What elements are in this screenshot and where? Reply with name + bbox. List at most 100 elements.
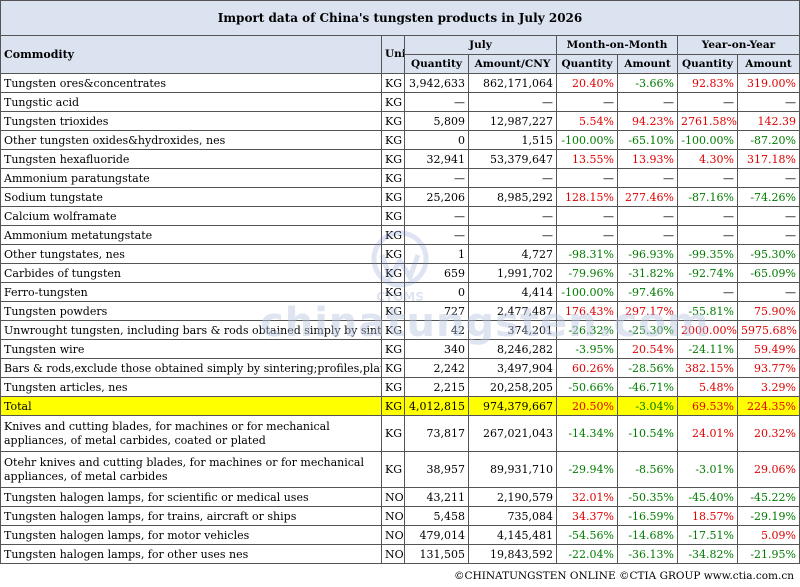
cell-commodity: Sodium tungstate (0, 187, 382, 207)
cell-yoy-quantity: -34.82% (677, 544, 738, 564)
table-row: Tungsten halogen lamps, for scientific o… (0, 487, 800, 507)
table-row: Carbides of tungsten KG 659 1,991,702 -79.96… (0, 263, 800, 283)
header-year-on-year: Year-on-Year (677, 35, 800, 55)
cell-mom-amount: -3.04% (617, 396, 678, 416)
cell-july-quantity: 4,012,815 (404, 396, 469, 416)
cell-commodity: Carbides of tungsten (0, 263, 382, 283)
cell-july-amount: 89,931,710 (468, 451, 557, 488)
table-row: Ammonium metatungstate KG — — — — — — (0, 225, 800, 245)
table-row: Tungsten powders KG 727 2,477,487 176.43% 297… (0, 301, 800, 321)
table-row: Tungsten ores&concentrates KG 3,942,633 862… (0, 73, 800, 93)
cell-july-amount: 12,987,227 (468, 111, 557, 131)
cell-yoy-quantity: — (677, 206, 738, 226)
cell-mom-quantity: -100.00% (556, 130, 618, 150)
subheader-yoy-amount: Amount (737, 54, 800, 74)
cell-july-amount: 8,985,292 (468, 187, 557, 207)
cell-july-amount: 374,201 (468, 320, 557, 340)
cell-mom-quantity: — (556, 168, 618, 188)
cell-mom-quantity: 20.40% (556, 73, 618, 93)
cell-commodity: Ammonium paratungstate (0, 168, 382, 188)
cell-unit: KG (381, 206, 405, 226)
cell-mom-amount: -31.82% (617, 263, 678, 283)
cell-yoy-quantity: 92.83% (677, 73, 738, 93)
cell-yoy-quantity: — (677, 225, 738, 245)
cell-commodity: Unwrought tungsten, including bars & rod… (0, 320, 382, 340)
cell-mom-amount: -25.30% (617, 320, 678, 340)
cell-yoy-quantity: -24.11% (677, 339, 738, 359)
cell-mom-quantity: — (556, 206, 618, 226)
cell-yoy-quantity: — (677, 92, 738, 112)
cell-yoy-amount: 5.09% (737, 525, 800, 545)
cell-mom-quantity: 34.37% (556, 506, 618, 526)
cell-yoy-amount: 29.06% (737, 451, 800, 488)
cell-unit: KG (381, 92, 405, 112)
cell-unit: KG (381, 282, 405, 302)
cell-july-quantity: 42 (404, 320, 469, 340)
cell-yoy-amount: -21.95% (737, 544, 800, 564)
cell-yoy-amount: — (737, 206, 800, 226)
total-row: Total KG 4,012,815 974,379,667 20.50% -3.04% 6… (0, 396, 800, 416)
cell-commodity: Other tungstates, nes (0, 244, 382, 264)
cell-unit: KG (381, 263, 405, 283)
cell-commodity: Tungsten trioxides (0, 111, 382, 131)
cell-commodity: Other tungsten oxides&hydroxides, nes (0, 130, 382, 150)
cell-mom-amount: -36.13% (617, 544, 678, 564)
cell-july-quantity: 5,458 (404, 506, 469, 526)
cell-july-quantity: — (404, 225, 469, 245)
cell-unit: KG (381, 396, 405, 416)
cell-mom-quantity: -79.96% (556, 263, 618, 283)
cell-yoy-amount: -29.19% (737, 506, 800, 526)
table-row: Sodium tungstate KG 25,206 8,985,292 128.15%… (0, 187, 800, 207)
cell-july-quantity: 73,817 (404, 415, 469, 452)
cell-unit: KG (381, 130, 405, 150)
cell-mom-quantity: -54.56% (556, 525, 618, 545)
tungsten-import-table: Import data of China's tungsten products… (0, 0, 800, 564)
cell-july-quantity: 5,809 (404, 111, 469, 131)
table-row: Bars & rods,exclude those obtained simpl… (0, 358, 800, 378)
cell-july-amount: 53,379,647 (468, 149, 557, 169)
subheader-yoy-quantity: Quantity (677, 54, 738, 74)
table-row: Unwrought tungsten, including bars & rod… (0, 320, 800, 340)
cell-july-amount: — (468, 92, 557, 112)
cell-unit: NOS (381, 544, 405, 564)
cell-yoy-quantity: 2000.00% (677, 320, 738, 340)
cell-yoy-quantity: -87.16% (677, 187, 738, 207)
cell-yoy-quantity: 2761.58% (677, 111, 738, 131)
cell-july-amount: — (468, 225, 557, 245)
cell-july-amount: 19,843,592 (468, 544, 557, 564)
cell-commodity: Ammonium metatungstate (0, 225, 382, 245)
cell-unit: KG (381, 73, 405, 93)
cell-july-amount: 267,021,043 (468, 415, 557, 452)
cell-unit: NOS (381, 487, 405, 507)
cell-commodity: Tungsten ores&concentrates (0, 73, 382, 93)
cell-july-amount: 974,379,667 (468, 396, 557, 416)
cell-unit: KG (381, 149, 405, 169)
header-july: July (404, 35, 557, 55)
cell-mom-quantity: — (556, 92, 618, 112)
table-body: Tungsten ores&concentrates KG 3,942,633 862… (0, 73, 800, 564)
cell-yoy-quantity: -99.35% (677, 244, 738, 264)
cell-july-amount: 735,084 (468, 506, 557, 526)
cell-yoy-quantity: -100.00% (677, 130, 738, 150)
cell-yoy-amount: -65.09% (737, 263, 800, 283)
cell-unit: KG (381, 320, 405, 340)
cell-july-amount: 8,246,282 (468, 339, 557, 359)
cell-mom-amount: -14.68% (617, 525, 678, 545)
cell-mom-amount: 94.23% (617, 111, 678, 131)
cell-july-quantity: 727 (404, 301, 469, 321)
table-row: Other tungstates, nes KG 1 4,727 -98.31% -96.… (0, 244, 800, 264)
cell-yoy-amount: 93.77% (737, 358, 800, 378)
cell-unit: KG (381, 168, 405, 188)
cell-yoy-amount: -45.22% (737, 487, 800, 507)
cell-mom-quantity: 20.50% (556, 396, 618, 416)
cell-yoy-amount: -95.30% (737, 244, 800, 264)
cell-commodity: Knives and cutting blades, for machines … (0, 415, 382, 452)
cell-commodity: Tungsten powders (0, 301, 382, 321)
cell-yoy-quantity: -3.01% (677, 451, 738, 488)
cell-yoy-quantity: — (677, 282, 738, 302)
cell-yoy-amount: 20.32% (737, 415, 800, 452)
cell-mom-amount: -10.54% (617, 415, 678, 452)
cell-unit: KG (381, 225, 405, 245)
cell-yoy-quantity: 382.15% (677, 358, 738, 378)
cell-july-quantity: — (404, 168, 469, 188)
